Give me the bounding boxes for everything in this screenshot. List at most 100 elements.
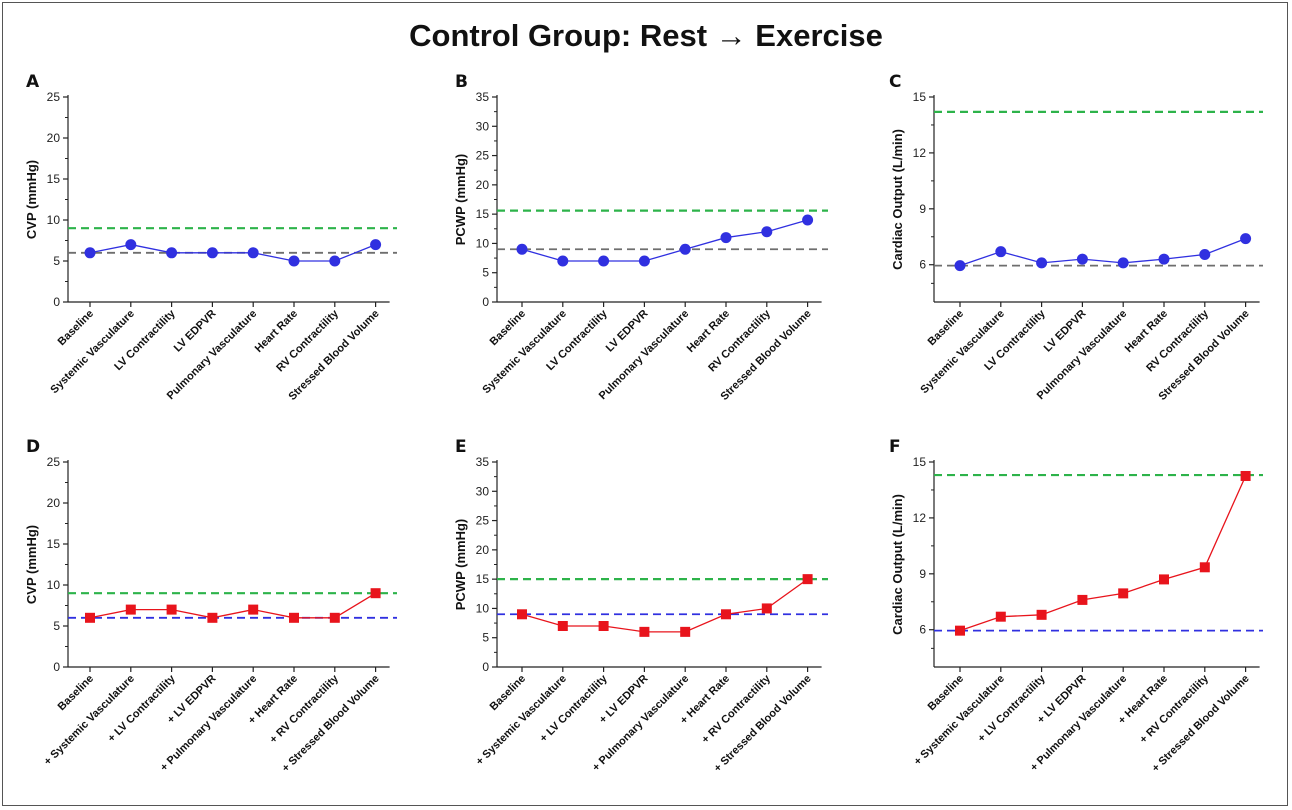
data-point (1158, 253, 1170, 265)
y-axis-label: PCWP (mmHg) (453, 519, 468, 610)
data-point (1118, 588, 1129, 599)
data-point (680, 626, 691, 637)
x-tick-label: Baseline (488, 673, 528, 713)
series-line (89, 243, 376, 262)
x-tick-label: + RV Contractility (700, 672, 774, 746)
data-point (207, 612, 218, 623)
y-tick-label: 0 (482, 660, 489, 674)
x-tick-label: + LV Contractility (976, 672, 1049, 745)
data-point (1036, 257, 1048, 269)
y-tick-label: 6 (919, 623, 926, 637)
y-tick-label: 20 (47, 131, 61, 145)
data-point (1076, 253, 1088, 265)
y-tick-label: 15 (476, 207, 490, 221)
y-tick-label: 20 (476, 543, 490, 557)
x-tick-label: + RV Contractility (1138, 672, 1212, 746)
panel-label-d: D (26, 437, 41, 457)
data-point (247, 247, 259, 259)
y-tick-label: 10 (476, 236, 490, 250)
y-tick-label: 30 (476, 484, 490, 498)
y-tick-label: 12 (913, 511, 927, 525)
y-tick-label: 20 (47, 496, 61, 510)
data-point (995, 611, 1006, 622)
series-line (959, 238, 1246, 267)
data-point (206, 247, 218, 259)
y-tick-label: 9 (919, 202, 926, 216)
data-point (720, 232, 732, 244)
y-tick-label: 35 (476, 455, 490, 469)
y-tick-label: 0 (482, 295, 489, 309)
data-point (289, 612, 299, 623)
x-tick-label: Baseline (488, 308, 528, 348)
figure-title: Control Group: Rest → Exercise (409, 18, 883, 53)
data-point (1240, 470, 1251, 481)
x-tick-label: Baseline (926, 673, 966, 713)
data-point (1077, 594, 1088, 605)
y-tick-label: 30 (476, 119, 490, 133)
panel-label-f: F (889, 437, 901, 457)
x-tick-label: Baseline (56, 308, 96, 348)
y-tick-label: 10 (47, 578, 61, 592)
y-tick-label: 15 (47, 537, 61, 551)
y-axis-label: CVP (mmHg) (24, 160, 39, 239)
data-point (761, 226, 773, 238)
y-tick-label: 15 (913, 90, 927, 104)
data-point (802, 574, 813, 585)
series-line (521, 219, 808, 262)
data-point (517, 609, 527, 620)
data-point (329, 255, 341, 267)
y-tick-label: 25 (476, 514, 490, 528)
y-tick-label: 5 (482, 631, 489, 645)
x-tick-label: Baseline (926, 308, 966, 348)
x-tick-label: + LV Contractility (106, 672, 179, 745)
y-tick-label: 25 (47, 90, 61, 104)
data-point (955, 625, 965, 636)
y-axis-label: PCWP (mmHg) (453, 154, 468, 245)
data-point (516, 243, 528, 255)
x-tick-label: + LV Contractility (538, 672, 611, 745)
y-tick-label: 5 (53, 619, 60, 633)
y-tick-label: 0 (53, 295, 60, 309)
y-tick-label: 9 (919, 567, 926, 581)
y-axis-label: Cardiac Output (L/min) (890, 129, 905, 270)
data-point (125, 604, 136, 615)
data-point (329, 612, 340, 623)
y-tick-label: 12 (913, 146, 927, 160)
y-tick-label: 10 (476, 601, 490, 615)
data-point (638, 255, 650, 267)
y-tick-label: 5 (53, 254, 60, 268)
data-point (288, 255, 300, 267)
data-point (1199, 248, 1211, 260)
y-tick-label: 15 (476, 572, 490, 586)
data-point (954, 260, 966, 272)
data-point (125, 239, 137, 251)
data-point (761, 603, 772, 614)
data-point (557, 255, 569, 267)
series-line (89, 592, 376, 619)
data-point (166, 604, 177, 615)
series-line (959, 475, 1247, 632)
data-point (1036, 609, 1047, 620)
panel-label-a: A (26, 72, 40, 92)
y-tick-label: 25 (47, 455, 61, 469)
panel-label-c: C (889, 72, 902, 92)
series-line (521, 578, 808, 633)
data-point (598, 255, 610, 267)
data-point (679, 243, 691, 255)
data-point (370, 588, 381, 599)
data-point (248, 604, 259, 615)
y-tick-label: 15 (913, 455, 927, 469)
y-tick-label: 25 (476, 149, 490, 163)
data-point (1240, 233, 1252, 245)
data-point (85, 612, 95, 623)
data-point (802, 214, 814, 226)
y-tick-label: 35 (476, 90, 490, 104)
data-point (1199, 562, 1210, 573)
y-tick-label: 0 (53, 660, 60, 674)
